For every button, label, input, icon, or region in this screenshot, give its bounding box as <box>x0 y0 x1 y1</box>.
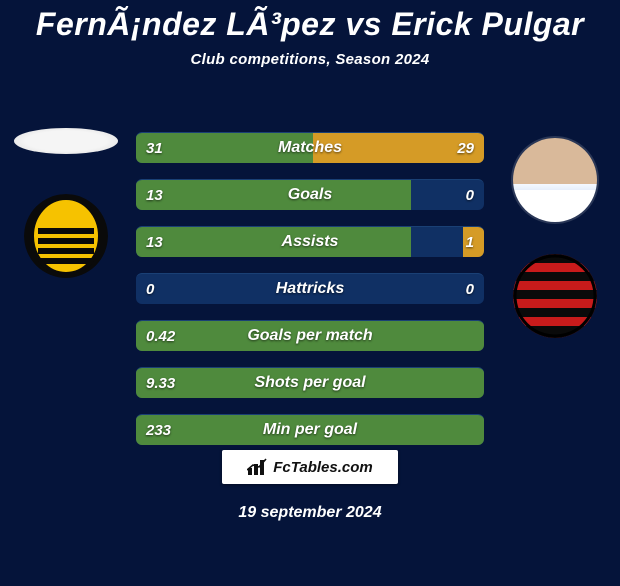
stat-right-fill <box>313 133 484 163</box>
right-club-crest <box>513 254 597 338</box>
stat-left-fill <box>136 180 411 210</box>
left-player-column <box>8 118 123 278</box>
stat-left-fill <box>136 415 484 445</box>
stat-row-hattricks: 0 0Hattricks <box>136 273 484 304</box>
watermark-text: FcTables.com <box>273 459 372 476</box>
stat-row-goals: 130Goals <box>136 179 484 210</box>
stat-right-value: 0 <box>466 180 474 210</box>
left-club-crest <box>24 194 108 278</box>
page-title: FernÃ¡ndez LÃ³pez vs Erick Pulgar <box>0 6 620 43</box>
stat-row-assists: 131Assists <box>136 226 484 257</box>
stat-row-min-per-goal: 233Min per goal <box>136 414 484 445</box>
flamengo-crest-icon <box>513 254 597 338</box>
comparison-stage: 3129Matches130Goals131Assists00Hattricks… <box>0 118 620 458</box>
stat-left-fill <box>136 227 411 257</box>
stat-left-fill <box>136 368 484 398</box>
stat-right-fill <box>463 227 484 257</box>
stat-right-value: 0 <box>466 274 474 304</box>
stat-row-shots-per-goal: 9.33Shots per goal <box>136 367 484 398</box>
right-player-photo <box>511 136 599 224</box>
bars-logo-icon <box>247 458 269 476</box>
left-player-photo-placeholder <box>14 128 118 154</box>
stat-row-matches: 3129Matches <box>136 132 484 163</box>
stat-left-fill <box>136 133 313 163</box>
penarol-crest-icon <box>24 194 108 278</box>
stat-left-fill <box>136 321 484 351</box>
stat-label: Hattricks <box>136 274 484 304</box>
stat-row-goals-per-match: 0.42Goals per match <box>136 320 484 351</box>
watermark-badge: FcTables.com <box>222 450 398 484</box>
generation-date: 19 september 2024 <box>0 504 620 522</box>
right-player-column <box>497 118 612 338</box>
stat-bars: 3129Matches130Goals131Assists00Hattricks… <box>136 132 484 445</box>
player-photo-icon <box>513 138 597 222</box>
stat-left-value: 0 <box>146 274 154 304</box>
page-subtitle: Club competitions, Season 2024 <box>0 51 620 68</box>
